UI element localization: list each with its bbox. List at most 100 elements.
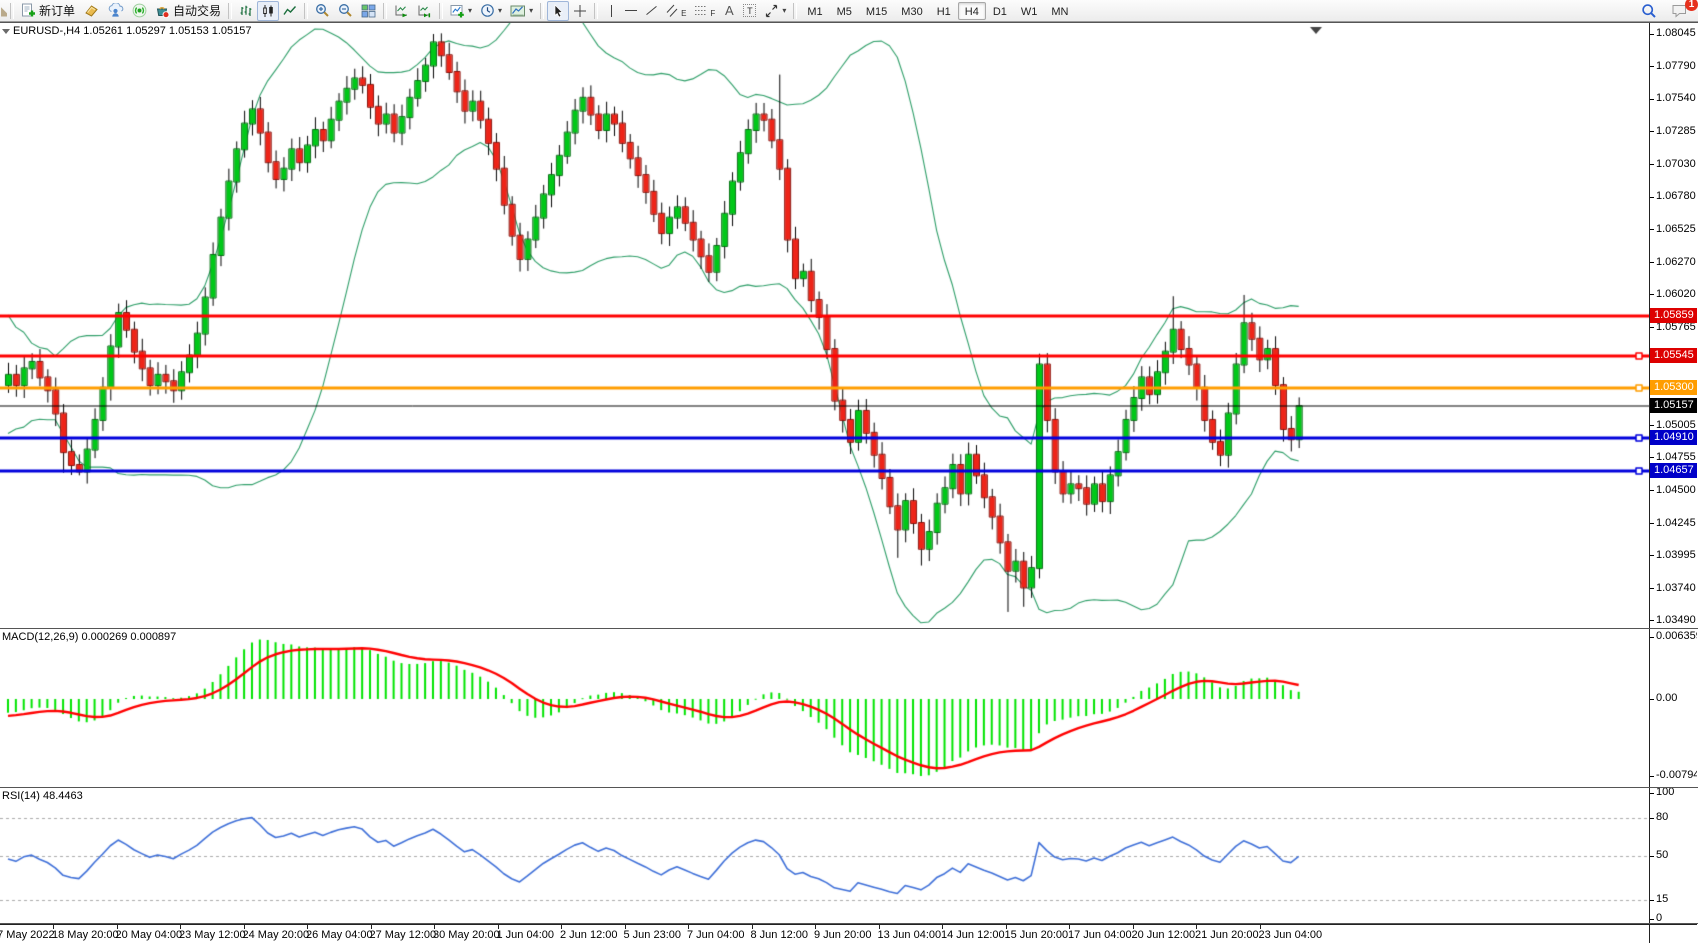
time-tick-mark — [243, 925, 245, 929]
chart-shift-button[interactable] — [413, 1, 436, 21]
price-axis[interactable]: 1.08045 1.07790 1.07540 1.07285 1.07030 1.067… — [1650, 23, 1697, 628]
main-chart-canvas[interactable] — [0, 23, 1649, 628]
autotrading-button[interactable]: 自动交易 — [151, 1, 225, 21]
time-label: 5 Jun 23:00 — [623, 929, 682, 941]
price-tick-mark — [1650, 425, 1654, 427]
rsi-canvas[interactable] — [0, 788, 1649, 923]
price-tick-label: 1.06270 — [1656, 255, 1696, 268]
price-tick-mark — [1650, 131, 1654, 133]
chevron-down-icon: ▾ — [468, 5, 473, 15]
macd-canvas[interactable] — [0, 629, 1649, 787]
timeframe-d1-button[interactable]: D1 — [992, 5, 1007, 18]
rsi-tick-label: 80 — [1656, 811, 1669, 824]
bar-chart-type-button[interactable] — [235, 1, 257, 21]
rsi-axis[interactable]: 100 80 50 15 0 — [1650, 788, 1697, 923]
toolbar-separator — [793, 2, 798, 19]
symbol-dropdown-icon[interactable] — [2, 28, 10, 34]
price-line-badge: 1.05157 — [1650, 398, 1697, 414]
community-button[interactable] — [104, 1, 128, 21]
timeframe-mn-button[interactable]: MN — [1051, 5, 1069, 18]
toolbar-separator — [383, 2, 388, 19]
horizontal-line-tool-button[interactable] — [621, 1, 641, 21]
macd-plot-area: MACD(12,26,9) 0.000269 0.000897 — [0, 629, 1650, 787]
timeframe-h1-button[interactable]: H1 — [936, 5, 951, 18]
text-label-tool-button[interactable]: T — [739, 1, 760, 21]
line-chart-type-button[interactable] — [279, 1, 301, 21]
cursor-tool-button[interactable] — [547, 0, 570, 21]
toolbar-separator — [540, 2, 545, 19]
time-tick-mark — [624, 925, 626, 929]
macd-tick-mark — [1650, 775, 1654, 777]
auto-scroll-button[interactable] — [390, 1, 413, 21]
price-tick-mark — [1650, 620, 1654, 622]
timeframe-m30-button[interactable]: M30 — [901, 5, 923, 18]
text-tool-button[interactable]: A — [719, 1, 739, 21]
macd-axis[interactable]: 0.006359 0.00 -0.007949 — [1650, 629, 1697, 787]
zoom-out-icon — [339, 4, 352, 17]
price-tick-label: 1.07030 — [1656, 157, 1696, 170]
tile-windows-icon — [361, 4, 376, 17]
text-label-icon: T — [743, 4, 757, 17]
search-button[interactable] — [1637, 1, 1661, 21]
price-line-badge: 1.04910 — [1650, 429, 1697, 445]
toolbar-separator — [594, 2, 599, 19]
indicators-button[interactable]: ▾ — [446, 1, 476, 21]
price-tick-label: 1.04500 — [1656, 483, 1696, 496]
price-tick-mark — [1650, 457, 1654, 459]
periods-button[interactable]: ▾ — [476, 1, 506, 21]
time-tick-mark — [370, 925, 372, 929]
new-order-button[interactable]: 新订单 — [17, 1, 79, 21]
price-line-badge: 1.05300 — [1650, 379, 1697, 395]
fibonacci-icon — [695, 6, 707, 15]
toolbar-separator — [439, 2, 444, 19]
vertical-line-tool-button[interactable] — [601, 1, 621, 21]
zoom-in-button[interactable] — [311, 1, 334, 21]
autotrading-icon — [156, 6, 170, 18]
time-label: 17 May 2022 — [0, 929, 55, 941]
time-label: 26 May 04:00 — [306, 929, 373, 941]
timeframe-m1-button[interactable]: M1 — [807, 5, 823, 18]
templates-button[interactable]: ▾ — [506, 1, 537, 21]
time-tick-mark — [307, 925, 308, 929]
rsi-tick-mark — [1650, 792, 1654, 794]
price-tick-label: 1.06525 — [1656, 222, 1696, 235]
equidistant-channel-tool-button[interactable]: E — [662, 1, 690, 21]
clock-icon — [481, 4, 494, 17]
zoom-out-button[interactable] — [334, 1, 357, 21]
time-label: 17 Jun 04:00 — [1068, 929, 1132, 941]
deposit-button[interactable] — [79, 1, 104, 21]
time-label: 9 Jun 20:00 — [814, 929, 872, 941]
time-tick-mark — [1196, 925, 1197, 929]
time-tick-mark — [561, 925, 562, 929]
chat-notification-badge: 1 — [1685, 0, 1698, 11]
new-order-icon — [22, 3, 35, 17]
crosshair-icon — [574, 4, 587, 17]
main-plot-area: EURUSD-,H4 1.05261 1.05297 1.05153 1.051… — [0, 23, 1650, 628]
price-tick-label: 1.04245 — [1656, 516, 1696, 529]
crosshair-tool-button[interactable] — [569, 1, 591, 21]
time-tick-mark — [1069, 925, 1070, 929]
timeframe-m5-button[interactable]: M5 — [836, 5, 852, 18]
timeframe-w1-button[interactable]: W1 — [1020, 5, 1038, 18]
trendline-tool-button[interactable] — [641, 1, 662, 21]
macd-tick-mark — [1650, 698, 1654, 700]
candlestick-chart-type-button[interactable] — [257, 0, 280, 21]
autotrading-label: 自动交易 — [173, 4, 222, 18]
signals-button[interactable] — [128, 1, 151, 21]
price-tick-mark — [1650, 98, 1654, 100]
chevron-down-icon: ▾ — [782, 5, 787, 15]
arrows-tool-button[interactable]: ▾ — [760, 1, 790, 21]
chat-button[interactable]: 1 — [1667, 0, 1698, 21]
chart-shift-icon — [418, 5, 431, 17]
chart-title: EURUSD-,H4 1.05261 1.05297 1.05153 1.051… — [2, 25, 252, 37]
timeframe-h4-button[interactable]: H4 — [957, 1, 986, 20]
price-line-badge: 1.05859 — [1650, 307, 1697, 323]
fibonacci-tool-button[interactable]: F — [690, 1, 719, 21]
template-icon — [510, 5, 526, 16]
tile-windows-button[interactable] — [357, 1, 380, 21]
time-label: 14 Jun 12:00 — [941, 929, 1005, 941]
community-user-cloud-icon — [108, 3, 124, 17]
line-chart-icon — [283, 5, 297, 15]
timeframe-m15-button[interactable]: M15 — [865, 5, 888, 18]
